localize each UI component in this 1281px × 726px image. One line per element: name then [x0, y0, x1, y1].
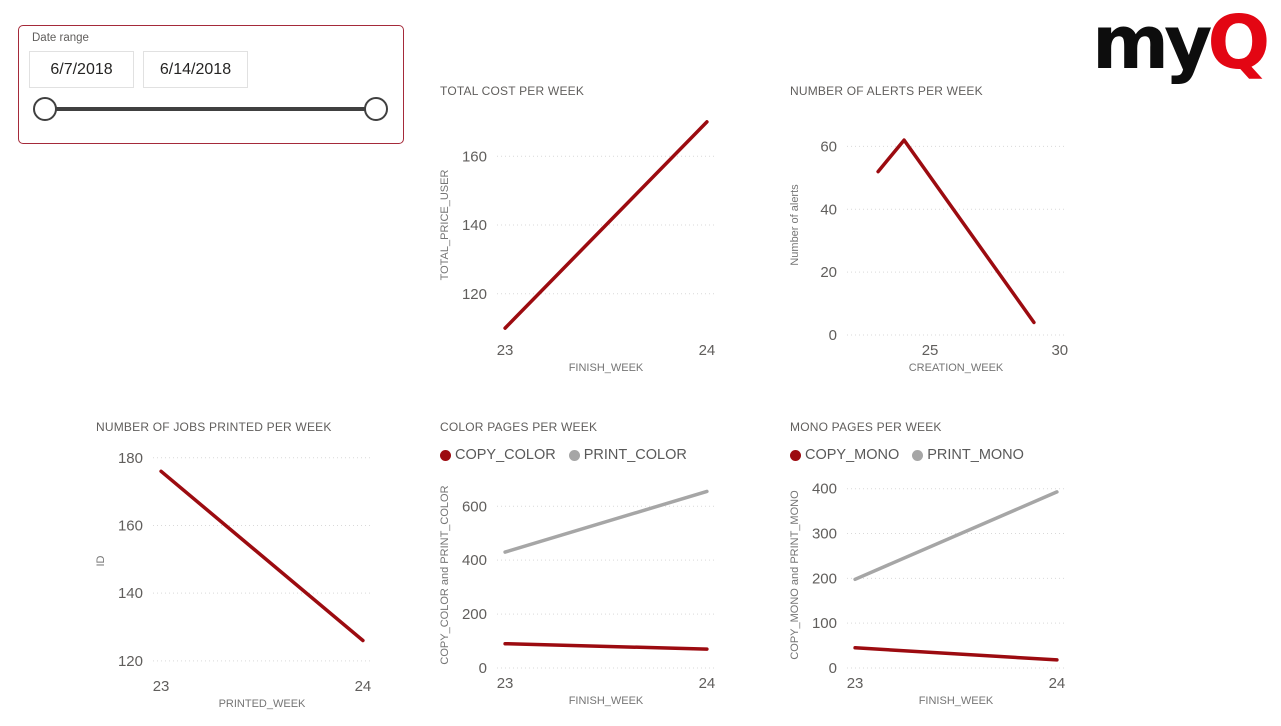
x-axis-label: CREATION_WEEK [909, 362, 1004, 374]
chart-plot-area: 120 140 160 180 23 24 PRINTED_WEEK ID [88, 441, 388, 711]
legend-label: PRINT_MONO [927, 447, 1024, 463]
chart-legend: COPY_MONO PRINT_MONO [782, 443, 1082, 467]
x-tick-label: 23 [847, 675, 864, 692]
y-axis-label: ID [95, 555, 107, 566]
x-tick-label: 25 [922, 342, 939, 359]
series-line-TOTAL_PRICE_USER[interactable] [503, 120, 709, 330]
series-line-PRINT_MONO[interactable] [853, 490, 1059, 582]
logo-text-my: my [1092, 0, 1212, 86]
x-tick-label: 23 [497, 342, 514, 359]
chart-plot-area: 0 200 400 600 23 24 FINISH_WEEK COPY_COLOR and … [432, 472, 732, 710]
chart-mono-pages-per-week[interactable]: MONO PAGES PER WEEK COPY_MONO PRINT_MONO … [782, 420, 1082, 710]
x-axis-label: FINISH_WEEK [569, 695, 644, 707]
y-axis-label: COPY_MONO and PRINT_MONO [789, 490, 801, 660]
legend-dot-icon [568, 449, 580, 461]
x-tick-label: 24 [1049, 675, 1066, 692]
series-line-COPY_MONO[interactable] [853, 646, 1059, 662]
y-tick-label: 20 [820, 264, 837, 281]
chart-number-of-alerts-per-week[interactable]: NUMBER OF ALERTS PER WEEK 0 20 40 60 25 30 CRE… [782, 84, 1082, 375]
y-tick-label: 120 [118, 653, 143, 670]
chart-color-pages-per-week[interactable]: COLOR PAGES PER WEEK COPY_COLOR PRINT_COL… [432, 420, 732, 710]
end-date-input[interactable] [143, 51, 248, 88]
legend-label: PRINT_COLOR [583, 447, 687, 463]
y-tick-label: 160 [118, 517, 143, 534]
chart-title: MONO PAGES PER WEEK [790, 420, 942, 434]
legend-dot-icon [440, 449, 451, 461]
series-line-ID[interactable] [159, 469, 365, 643]
y-tick-label: 180 [118, 450, 143, 467]
y-tick-label: 400 [462, 552, 487, 569]
y-tick-label: 40 [820, 201, 837, 218]
chart-number-of-jobs-printed-per-week[interactable]: NUMBER OF JOBS PRINTED PER WEEK 120 140 16… [88, 420, 388, 711]
chart-title: NUMBER OF ALERTS PER WEEK [790, 84, 983, 98]
legend-dot-icon [790, 449, 801, 461]
x-tick-label: 23 [153, 678, 170, 695]
date-slider-track[interactable] [45, 107, 376, 111]
series-line-COPY_COLOR[interactable] [503, 641, 709, 651]
x-tick-label: 24 [355, 678, 372, 695]
chart-title: NUMBER OF JOBS PRINTED PER WEEK [96, 420, 332, 434]
legend-item-PRINT_MONO[interactable]: PRINT_MONO [912, 447, 1024, 463]
y-axis-label: COPY_COLOR and PRINT_COLOR [439, 485, 451, 664]
date-slider-handle-start[interactable] [33, 97, 57, 121]
chart-plot-area: 0 100 200 300 400 23 24 FINISH_WEEK COPY_MONO an… [782, 472, 1082, 710]
chart-legend: COPY_COLOR PRINT_COLOR [432, 443, 732, 467]
date-range-label: Date range [32, 32, 89, 44]
legend-dot-icon [912, 449, 924, 461]
chart-title: COLOR PAGES PER WEEK [440, 420, 598, 434]
legend-item-COPY_MONO[interactable]: COPY_MONO [790, 447, 899, 463]
series-line-PRINT_COLOR[interactable] [503, 489, 709, 554]
start-date-input[interactable] [29, 51, 134, 88]
y-tick-label: 160 [462, 148, 487, 165]
legend-item-COPY_COLOR[interactable]: COPY_COLOR [440, 447, 556, 463]
y-axis-label: TOTAL_PRICE_USER [439, 170, 451, 281]
chart-plot-area: 120 140 160 23 24 FINISH_WEEK TOTAL_PRICE_USER [432, 105, 732, 375]
y-tick-label: 60 [820, 138, 837, 155]
chart-total-cost-per-week[interactable]: TOTAL COST PER WEEK 120 140 160 23 24 FINISH_… [432, 84, 732, 375]
logo-text-q: Q [1207, 0, 1270, 86]
date-slider-handle-end[interactable] [364, 97, 388, 121]
x-tick-label: 24 [699, 342, 716, 359]
legend-item-PRINT_COLOR[interactable]: PRINT_COLOR [568, 447, 687, 463]
x-tick-label: 24 [699, 675, 716, 692]
y-tick-label: 120 [462, 286, 487, 303]
y-axis-label: Number of alerts [789, 184, 801, 266]
chart-plot: 0 200 400 600 23 24 FINISH_WEEK COPY_COLOR and … [439, 485, 716, 707]
series-line-Number of alerts[interactable] [876, 138, 1036, 325]
legend-label: COPY_MONO [805, 447, 900, 463]
x-axis-label: FINISH_WEEK [569, 362, 644, 374]
chart-plot-area: 0 20 40 60 25 30 CREATION_WEEK Number of alerts [782, 105, 1082, 375]
y-tick-label: 140 [462, 217, 487, 234]
chart-plot: 0 20 40 60 25 30 CREATION_WEEK Number of alerts [789, 138, 1068, 374]
y-tick-label: 200 [462, 606, 487, 623]
chart-title: TOTAL COST PER WEEK [440, 84, 585, 98]
x-tick-label: 30 [1051, 342, 1068, 359]
y-tick-label: 300 [812, 526, 837, 543]
y-tick-label: 0 [829, 327, 837, 344]
y-tick-label: 0 [829, 660, 837, 677]
myq-logo: myQ [1092, 6, 1270, 80]
chart-plot: 120 140 160 23 24 FINISH_WEEK TOTAL_PRICE_USER [439, 120, 716, 374]
y-tick-label: 100 [812, 615, 837, 632]
y-tick-label: 200 [812, 570, 837, 587]
y-tick-label: 140 [118, 585, 143, 602]
x-tick-label: 23 [497, 675, 514, 692]
x-axis-label: PRINTED_WEEK [219, 698, 306, 710]
y-tick-label: 600 [462, 498, 487, 515]
y-tick-label: 400 [812, 481, 837, 498]
x-axis-label: FINISH_WEEK [919, 695, 994, 707]
y-tick-label: 0 [479, 660, 487, 677]
date-range-slicer[interactable]: Date range [18, 25, 404, 144]
chart-plot: 120 140 160 180 23 24 PRINTED_WEEK ID [95, 450, 372, 710]
chart-plot: 0 100 200 300 400 23 24 FINISH_WEEK COPY_MONO an… [789, 481, 1066, 707]
legend-label: COPY_COLOR [455, 447, 556, 463]
